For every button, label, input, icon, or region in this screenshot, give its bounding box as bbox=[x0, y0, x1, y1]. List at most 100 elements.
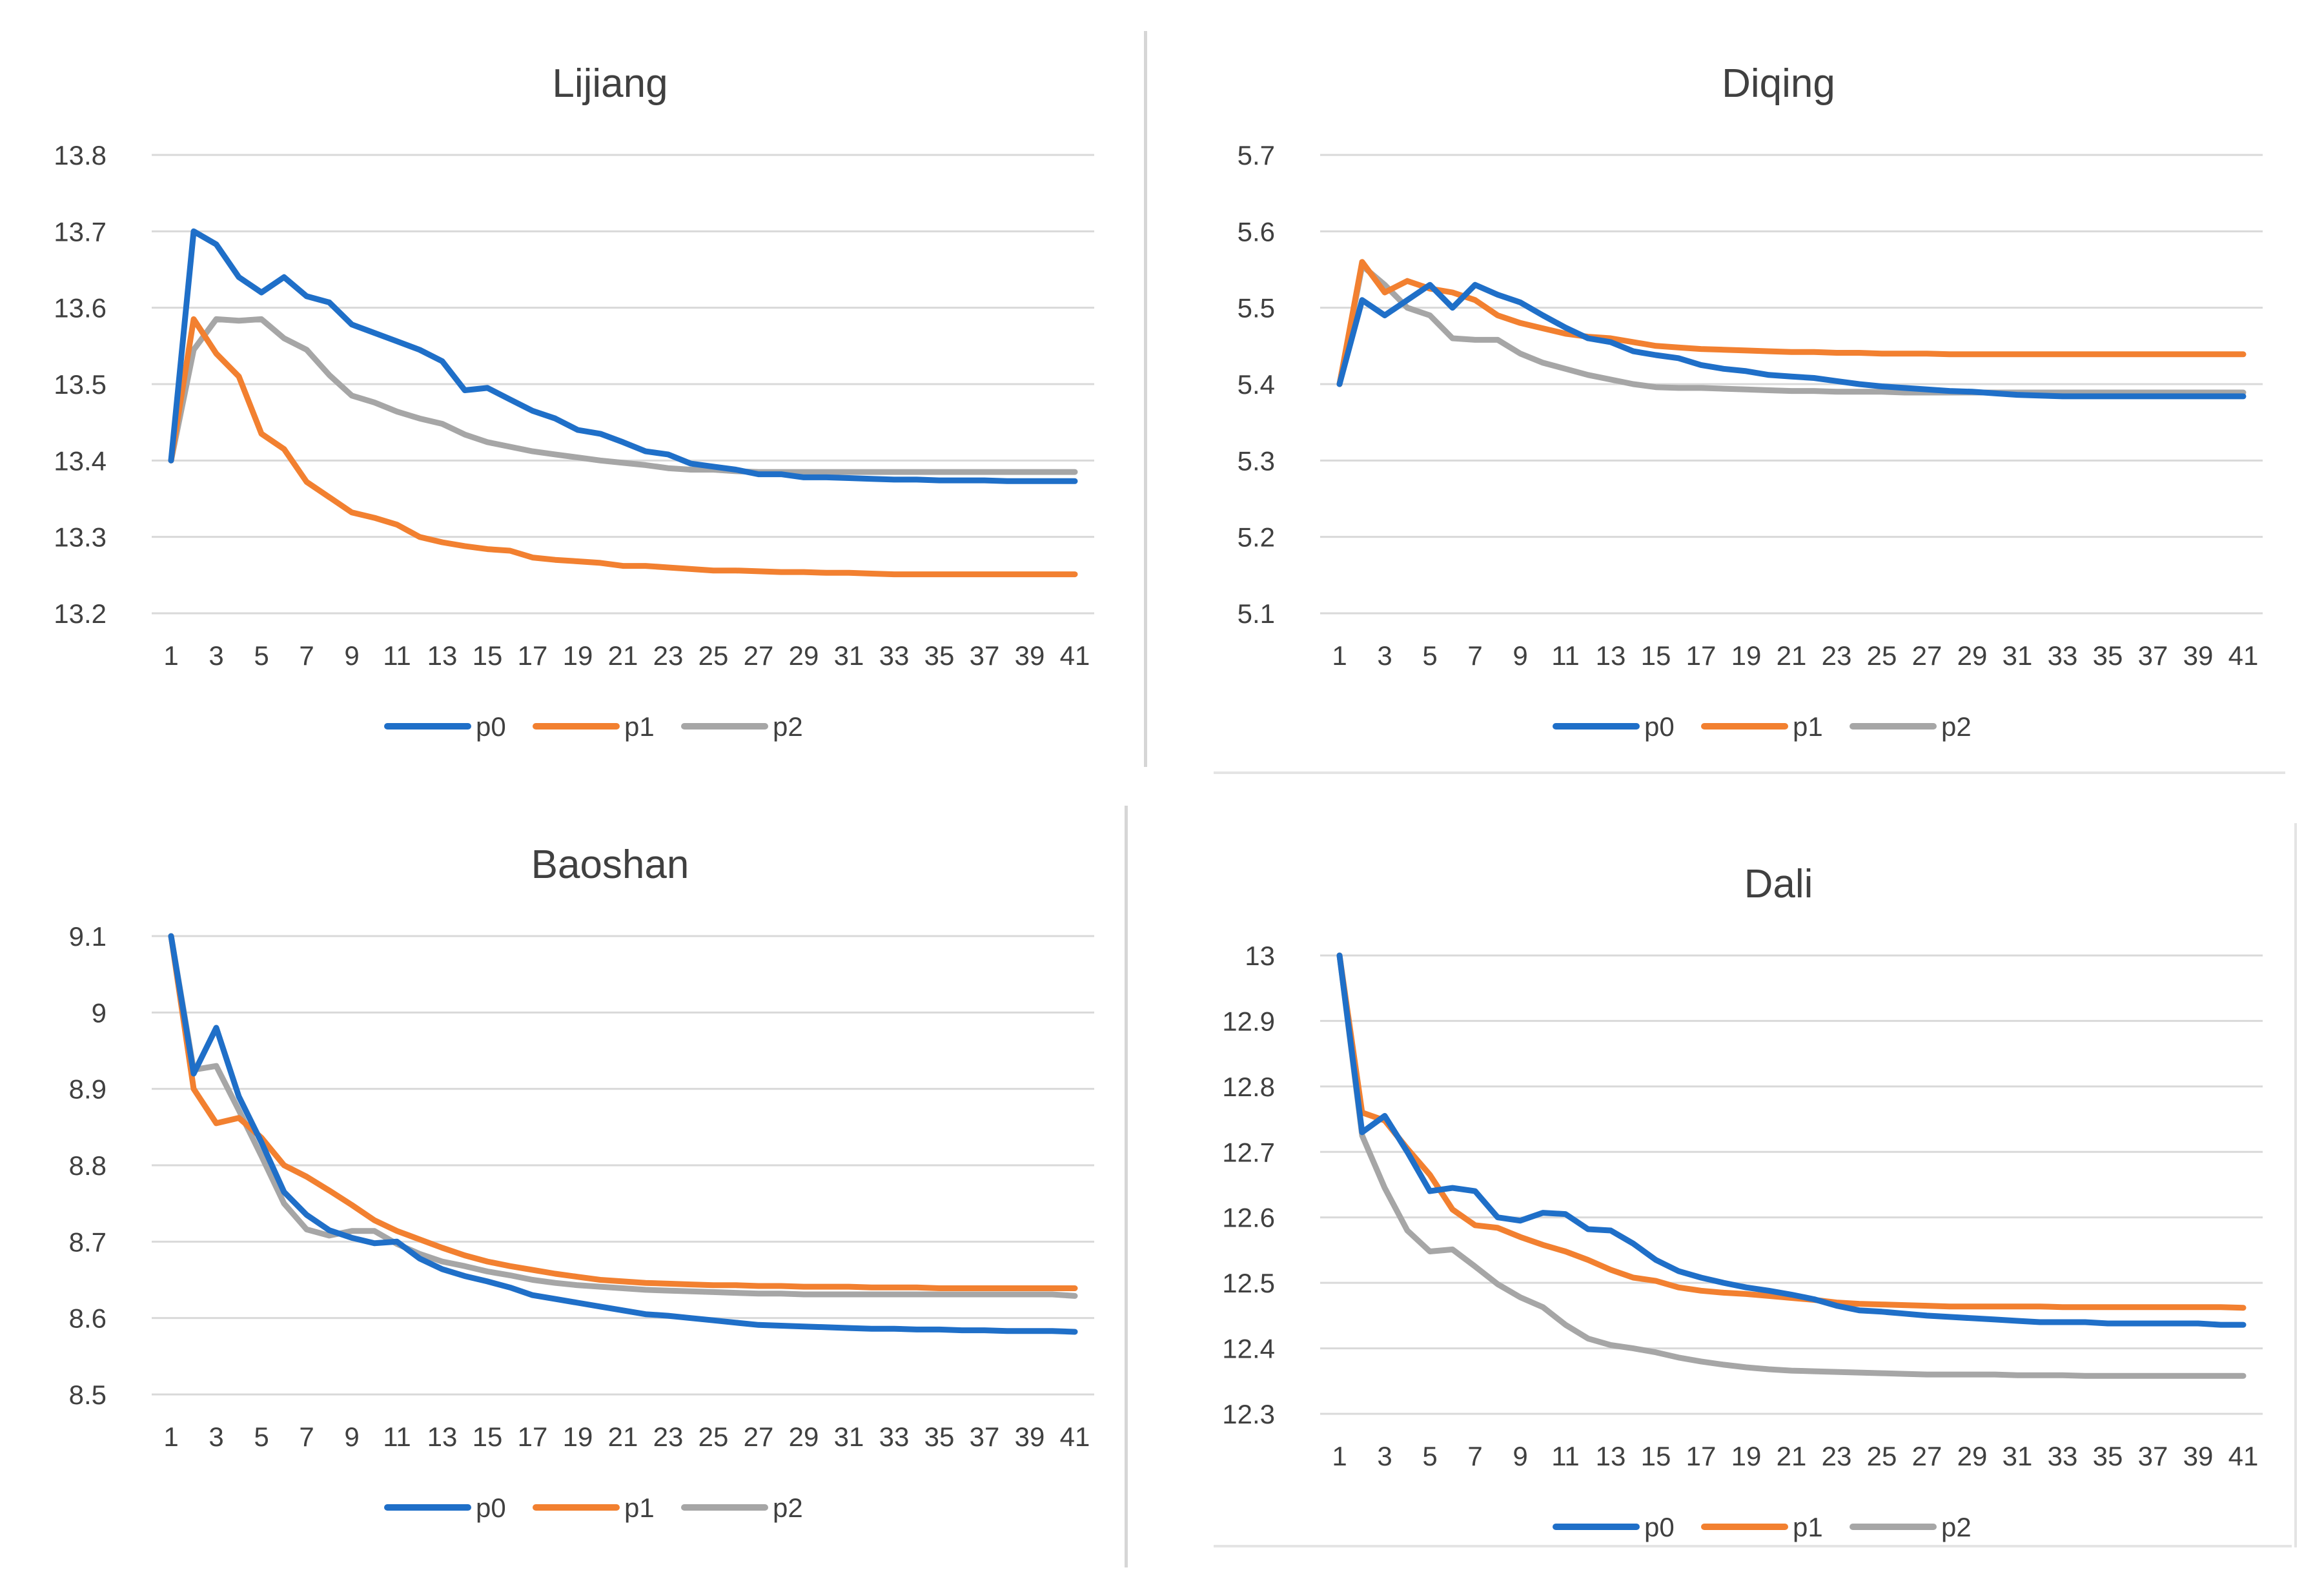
baoshan-y-tick-label: 8.5 bbox=[69, 1380, 107, 1410]
diqing-legend-label-p1: p1 bbox=[1793, 711, 1823, 742]
lijiang-x-tick-label: 5 bbox=[254, 640, 269, 671]
baoshan-x-tick-label: 13 bbox=[427, 1422, 458, 1452]
dali-y-tick-label: 12.3 bbox=[1222, 1399, 1275, 1429]
dali-x-tick-label: 1 bbox=[1332, 1441, 1347, 1471]
dali-x-tick-label: 33 bbox=[2048, 1441, 2078, 1471]
horizontal-divider-right bbox=[1214, 771, 2285, 774]
dali-x-tick-label: 41 bbox=[2228, 1441, 2259, 1471]
diqing-x-tick-label: 33 bbox=[2048, 640, 2078, 671]
baoshan-x-tick-label: 37 bbox=[970, 1422, 1000, 1452]
dali-title: Dali bbox=[1744, 862, 1813, 906]
lijiang-legend-label-p1: p1 bbox=[624, 711, 655, 742]
baoshan-y-tick-label: 9.1 bbox=[69, 921, 107, 952]
vertical-divider-top bbox=[1144, 31, 1147, 767]
diqing-legend-label-p2: p2 bbox=[1941, 711, 1972, 742]
lijiang-x-tick-label: 31 bbox=[834, 640, 864, 671]
lijiang-title: Lijiang bbox=[552, 61, 668, 106]
diqing-series-p0-line bbox=[1336, 281, 2247, 400]
baoshan-x-tick-label: 25 bbox=[698, 1422, 729, 1452]
dali-x-tick-label: 31 bbox=[2003, 1441, 2033, 1471]
baoshan-x-tick-label: 21 bbox=[608, 1422, 638, 1452]
diqing-x-tick-label: 21 bbox=[1777, 640, 1807, 671]
diqing-x-tick-label: 41 bbox=[2228, 640, 2259, 671]
diqing-legend-label-p0: p0 bbox=[1644, 711, 1675, 742]
baoshan-title: Baoshan bbox=[531, 842, 689, 887]
lijiang-x-tick-label: 27 bbox=[744, 640, 774, 671]
dali-y-tick-label: 12.7 bbox=[1222, 1137, 1275, 1167]
diqing-x-tick-label: 13 bbox=[1596, 640, 1626, 671]
dali-x-tick-label: 13 bbox=[1596, 1441, 1626, 1471]
lijiang-x-tick-label: 1 bbox=[163, 640, 178, 671]
lijiang-series-p2-line bbox=[168, 316, 1078, 475]
diqing-y-tick-label: 5.1 bbox=[1238, 598, 1275, 629]
baoshan-series-p0-line bbox=[168, 933, 1078, 1335]
lijiang-y-tick-label: 13.5 bbox=[54, 369, 107, 400]
lijiang-x-tick-label: 37 bbox=[970, 640, 1000, 671]
lijiang-x-tick-label: 25 bbox=[698, 640, 729, 671]
dali-x-tick-label: 23 bbox=[1822, 1441, 1852, 1471]
dali-y-tick-label: 12.5 bbox=[1222, 1268, 1275, 1298]
lijiang-x-tick-label: 3 bbox=[209, 640, 223, 671]
dali-legend-label-p2: p2 bbox=[1941, 1512, 1972, 1542]
dali-x-tick-label: 27 bbox=[1912, 1441, 1942, 1471]
dali-y-tick-label: 12.9 bbox=[1222, 1006, 1275, 1036]
diqing-x-tick-label: 3 bbox=[1377, 640, 1392, 671]
diqing-x-tick-label: 5 bbox=[1422, 640, 1437, 671]
dali-y-tick-label: 13 bbox=[1245, 941, 1275, 971]
dali-legend-label-p0: p0 bbox=[1644, 1512, 1675, 1542]
baoshan-legend-label-p2: p2 bbox=[773, 1493, 803, 1523]
lijiang-y-tick-label: 13.4 bbox=[54, 445, 107, 476]
baoshan-x-tick-label: 3 bbox=[209, 1422, 223, 1452]
diqing-series-p2-line bbox=[1336, 263, 2247, 396]
dali-x-tick-label: 11 bbox=[1551, 1441, 1580, 1471]
lijiang-x-tick-label: 9 bbox=[344, 640, 359, 671]
baoshan-x-tick-label: 39 bbox=[1015, 1422, 1045, 1452]
baoshan-x-tick-label: 41 bbox=[1060, 1422, 1090, 1452]
diqing-x-tick-label: 29 bbox=[1957, 640, 1988, 671]
lijiang-y-tick-label: 13.2 bbox=[54, 598, 107, 629]
dali-series-p2-line bbox=[1336, 952, 2247, 1379]
lijiang-x-tick-label: 35 bbox=[924, 640, 955, 671]
lijiang-x-tick-label: 11 bbox=[383, 640, 411, 671]
dali-x-tick-label: 19 bbox=[1731, 1441, 1762, 1471]
diqing-x-tick-label: 31 bbox=[2003, 640, 2033, 671]
baoshan-x-tick-label: 9 bbox=[344, 1422, 359, 1452]
diqing-x-tick-label: 9 bbox=[1513, 640, 1527, 671]
dali-series-p0-line bbox=[1336, 952, 2247, 1328]
lijiang-series-p1-line bbox=[168, 316, 1078, 578]
dali-x-tick-label: 37 bbox=[2138, 1441, 2168, 1471]
diqing-y-tick-label: 5.2 bbox=[1238, 522, 1275, 553]
diqing-title: Diqing bbox=[1722, 61, 1835, 106]
baoshan-x-tick-label: 29 bbox=[789, 1422, 819, 1452]
baoshan-x-tick-label: 5 bbox=[254, 1422, 269, 1452]
diqing-y-tick-label: 5.7 bbox=[1238, 140, 1275, 170]
diqing-y-tick-label: 5.4 bbox=[1238, 369, 1275, 400]
baoshan-legend-label-p0: p0 bbox=[476, 1493, 506, 1523]
dali-x-tick-label: 3 bbox=[1377, 1441, 1392, 1471]
vertical-divider-right bbox=[2294, 823, 2297, 1547]
dali-x-tick-label: 15 bbox=[1641, 1441, 1671, 1471]
dali-x-tick-label: 29 bbox=[1957, 1441, 1988, 1471]
baoshan-x-tick-label: 17 bbox=[518, 1422, 548, 1452]
diqing-x-tick-label: 17 bbox=[1686, 640, 1717, 671]
diqing-x-tick-label: 11 bbox=[1551, 640, 1580, 671]
diqing-x-tick-label: 25 bbox=[1867, 640, 1897, 671]
baoshan-series-p1-line bbox=[168, 933, 1078, 1291]
dali-legend-label-p1: p1 bbox=[1793, 1512, 1823, 1542]
lijiang-x-tick-label: 23 bbox=[653, 640, 684, 671]
diqing-x-tick-label: 37 bbox=[2138, 640, 2168, 671]
baoshan-y-tick-label: 8.8 bbox=[69, 1150, 107, 1181]
lijiang-legend-label-p2: p2 bbox=[773, 711, 803, 742]
lijiang-x-tick-label: 17 bbox=[518, 640, 548, 671]
baoshan-x-tick-label: 33 bbox=[879, 1422, 910, 1452]
diqing-x-tick-label: 23 bbox=[1822, 640, 1852, 671]
dali-y-tick-label: 12.6 bbox=[1222, 1203, 1275, 1233]
lijiang-y-tick-label: 13.7 bbox=[54, 216, 107, 247]
baoshan-x-tick-label: 19 bbox=[563, 1422, 593, 1452]
dali-x-tick-label: 17 bbox=[1686, 1441, 1717, 1471]
diqing-x-tick-label: 15 bbox=[1641, 640, 1671, 671]
dali-x-tick-label: 39 bbox=[2183, 1441, 2214, 1471]
